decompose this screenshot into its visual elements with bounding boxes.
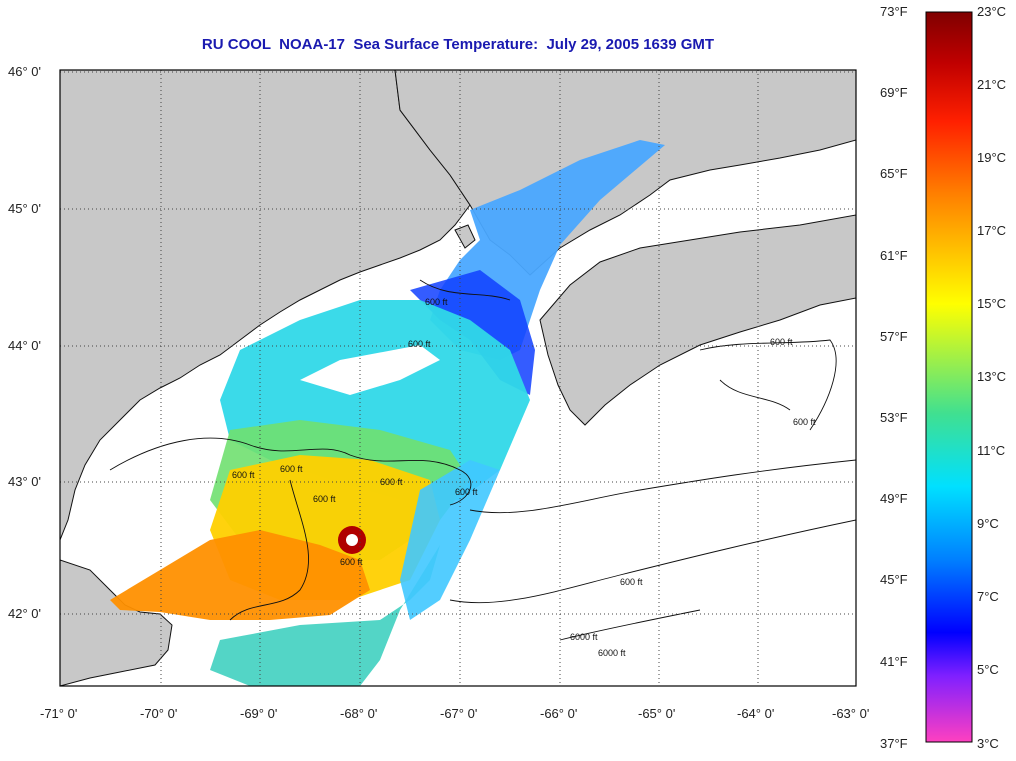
longitude-label: -64° 0' xyxy=(737,706,774,721)
contour-600ft-basin xyxy=(229,479,309,621)
colorbar-c-label: 9°C xyxy=(977,516,999,531)
colorbar xyxy=(925,11,973,743)
longitude-label: -71° 0' xyxy=(40,706,77,721)
sst-swath xyxy=(110,140,665,686)
latitude-axis: 46° 0' 45° 0' 44° 0' 43° 0' 42° 0' xyxy=(8,64,41,621)
contour-label: 600 ft xyxy=(313,494,336,504)
colorbar-c-label: 19°C xyxy=(977,150,1006,165)
colorbar-f-label: 37°F xyxy=(880,736,908,751)
colorbar-c-label: 17°C xyxy=(977,223,1006,238)
colorbar-c-label: 23°C xyxy=(977,4,1006,19)
nova-scotia-land xyxy=(539,214,856,426)
colorbar-c-label: 3°C xyxy=(977,736,999,751)
cloud-gap-white xyxy=(300,345,440,395)
contour-label-group: 600 ft 600 ft 600 ft 600 ft 600 ft 600 f… xyxy=(232,297,816,658)
contour-label: 600 ft xyxy=(380,477,403,487)
colorbar-c-label: 13°C xyxy=(977,369,1006,384)
contour-label: 600 ft xyxy=(408,339,431,349)
contour-label: 600 ft xyxy=(340,557,363,567)
colorbar-f-label: 49°F xyxy=(880,491,908,506)
latitude-label: 45° 0' xyxy=(8,201,41,216)
contour-label: 600 ft xyxy=(455,487,478,497)
bathymetry-contours xyxy=(109,279,856,641)
colorbar-f-label: 41°F xyxy=(880,654,908,669)
longitude-label: -65° 0' xyxy=(638,706,675,721)
longitude-label: -69° 0' xyxy=(240,706,277,721)
colorbar-f-label: 61°F xyxy=(880,248,908,263)
colorbar-c-label: 5°C xyxy=(977,662,999,677)
swath-teal-south xyxy=(210,545,440,686)
longitude-label: -70° 0' xyxy=(140,706,177,721)
latitude-label: 43° 0' xyxy=(8,474,41,489)
colorbar-fahrenheit-labels: 73°F 69°F 65°F 61°F 57°F 53°F 49°F 45°F … xyxy=(880,4,908,751)
latitude-label: 44° 0' xyxy=(8,338,41,353)
colorbar-f-label: 53°F xyxy=(880,410,908,425)
colorbar-f-label: 65°F xyxy=(880,166,908,181)
colorbar-f-label: 73°F xyxy=(880,4,908,19)
colorbar-c-label: 11°C xyxy=(977,443,1005,458)
colorbar-celsius-labels: 23°C 21°C 19°C 17°C 15°C 13°C 11°C 9°C 7… xyxy=(977,4,1006,751)
contour-6000ft xyxy=(449,519,856,604)
contour-label: 6000 ft xyxy=(570,632,598,642)
contour-label: 6000 ft xyxy=(598,648,626,658)
longitude-label: -66° 0' xyxy=(540,706,577,721)
colorbar-c-label: 15°C xyxy=(977,296,1006,311)
longitude-label: -67° 0' xyxy=(440,706,477,721)
contour-600ft-north xyxy=(419,279,511,301)
contour-label: 600 ft xyxy=(425,297,448,307)
longitude-axis: -71° 0' -70° 0' -69° 0' -68° 0' -67° 0' … xyxy=(40,706,869,721)
swath-cyan-east xyxy=(400,460,500,620)
contour-label: 600 ft xyxy=(770,337,793,347)
contour-label: 600 ft xyxy=(280,464,303,474)
cape-cod-land xyxy=(60,559,173,686)
contour-label: 600 ft xyxy=(232,470,255,480)
contour-600ft-bank xyxy=(469,459,856,514)
graticule xyxy=(60,70,856,686)
colorbar-f-label: 45°F xyxy=(880,572,908,587)
contour-label: 600 ft xyxy=(620,577,643,587)
latitude-label: 42° 0' xyxy=(8,606,41,621)
contour-label: 600 ft xyxy=(793,417,816,427)
longitude-label: -63° 0' xyxy=(832,706,869,721)
contour-600ft-east xyxy=(699,339,837,431)
latitude-label: 46° 0' xyxy=(8,64,41,79)
map-frame xyxy=(59,69,857,687)
colorbar-f-label: 57°F xyxy=(880,329,908,344)
colorbar-c-label: 7°C xyxy=(977,589,999,604)
contour-600ft-shelf xyxy=(719,379,791,411)
longitude-label: -68° 0' xyxy=(340,706,377,721)
contour-6000ft-slope xyxy=(559,609,701,641)
colorbar-f-label: 69°F xyxy=(880,85,908,100)
swath-orange-south xyxy=(110,530,370,620)
colorbar-c-label: 21°C xyxy=(977,77,1006,92)
map-title: RU COOL NOAA-17 Sea Surface Temperature:… xyxy=(201,36,715,53)
warm-core-center xyxy=(346,534,358,546)
contour-600ft-gulf xyxy=(109,437,472,506)
